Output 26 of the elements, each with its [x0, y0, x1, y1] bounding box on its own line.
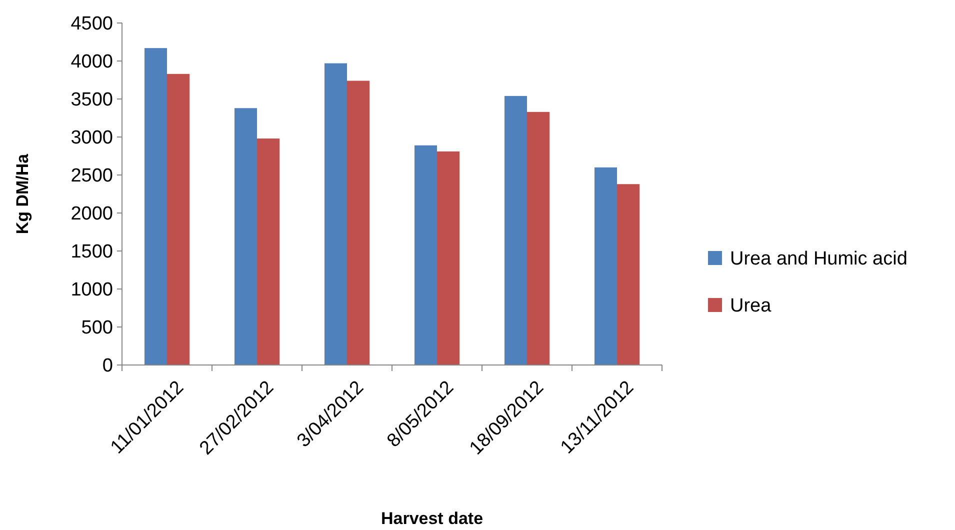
y-tick-label: 500 — [81, 318, 113, 339]
y-tick-label: 4000 — [70, 52, 113, 73]
x-axis-title: Harvest date — [380, 509, 484, 528]
bar — [437, 151, 460, 365]
bar — [144, 48, 167, 365]
bar — [324, 63, 347, 365]
y-axis-title: Kg DM/Ha — [13, 153, 32, 234]
bar — [527, 112, 550, 365]
bar — [504, 96, 527, 365]
y-tick-label: 2500 — [70, 166, 113, 187]
y-tick-label: 1500 — [70, 242, 113, 263]
bar — [167, 74, 190, 365]
y-tick-label: 0 — [102, 356, 113, 377]
y-tick-label: 3500 — [70, 90, 113, 111]
bar — [347, 80, 370, 365]
y-tick-label: 1000 — [70, 280, 113, 301]
bar — [257, 138, 280, 365]
y-tick-label: 4500 — [70, 14, 113, 35]
bar — [234, 108, 257, 365]
bar — [594, 167, 617, 365]
y-tick-label: 2000 — [70, 204, 113, 225]
legend-label: Urea — [730, 296, 772, 317]
legend-label: Urea and Humic acid — [730, 248, 908, 270]
bar — [414, 145, 437, 365]
y-tick-label: 3000 — [70, 128, 113, 149]
bar — [617, 184, 640, 365]
